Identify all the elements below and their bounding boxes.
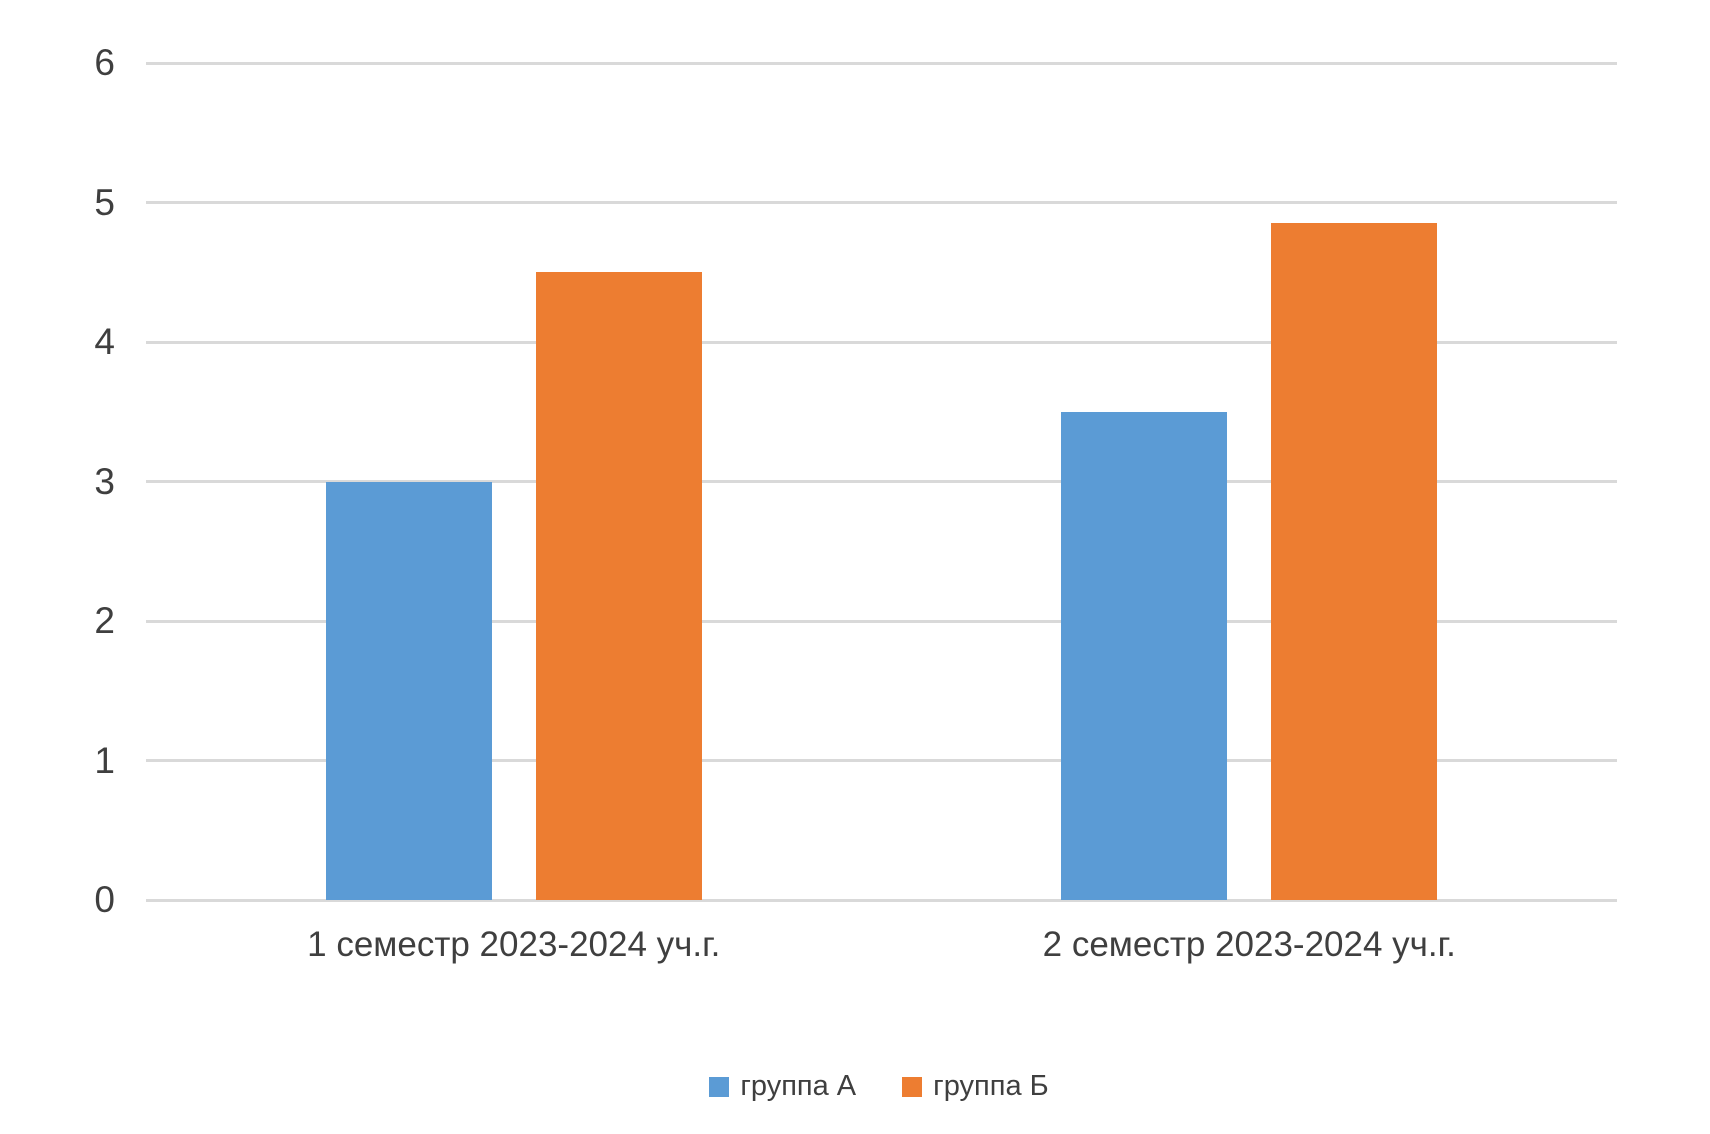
y-axis-tick-label: 1 [94, 739, 115, 781]
legend-item-group-b: группа Б [902, 1070, 1049, 1103]
gridline-y0 [146, 898, 1617, 902]
bar-group-b-cat1 [535, 272, 702, 900]
gridline-y6 [146, 61, 1617, 65]
bar-group-a-cat1 [325, 481, 492, 900]
legend-label-group-b: группа Б [933, 1070, 1049, 1102]
legend-swatch-group-a [709, 1076, 730, 1097]
gridline-y5 [146, 201, 1617, 204]
gridline-y3 [146, 480, 1617, 483]
y-axis-tick-label: 4 [94, 320, 115, 362]
gridline-y4 [146, 340, 1617, 344]
x-axis-category-label: 2 семестр 2023-2024 уч.г. [1042, 925, 1456, 964]
gridline-y2 [146, 619, 1617, 623]
y-axis-tick-label: 6 [94, 41, 115, 83]
gridline-y1 [146, 759, 1617, 762]
legend-swatch-group-b [902, 1076, 923, 1097]
y-axis-tick-label: 5 [94, 181, 115, 223]
bar-group-b-cat2 [1271, 223, 1438, 900]
legend: группа А группа Б [24, 1070, 1710, 1103]
y-axis-tick-label: 3 [94, 460, 115, 502]
legend-item-group-a: группа А [709, 1070, 856, 1103]
y-axis-tick-label: 2 [94, 599, 115, 641]
x-axis-category-label: 1 семестр 2023-2024 уч.г. [307, 925, 721, 964]
bar-group-a-cat2 [1061, 411, 1228, 900]
y-axis-tick-label: 0 [94, 878, 115, 920]
legend-label-group-a: группа А [740, 1070, 857, 1102]
